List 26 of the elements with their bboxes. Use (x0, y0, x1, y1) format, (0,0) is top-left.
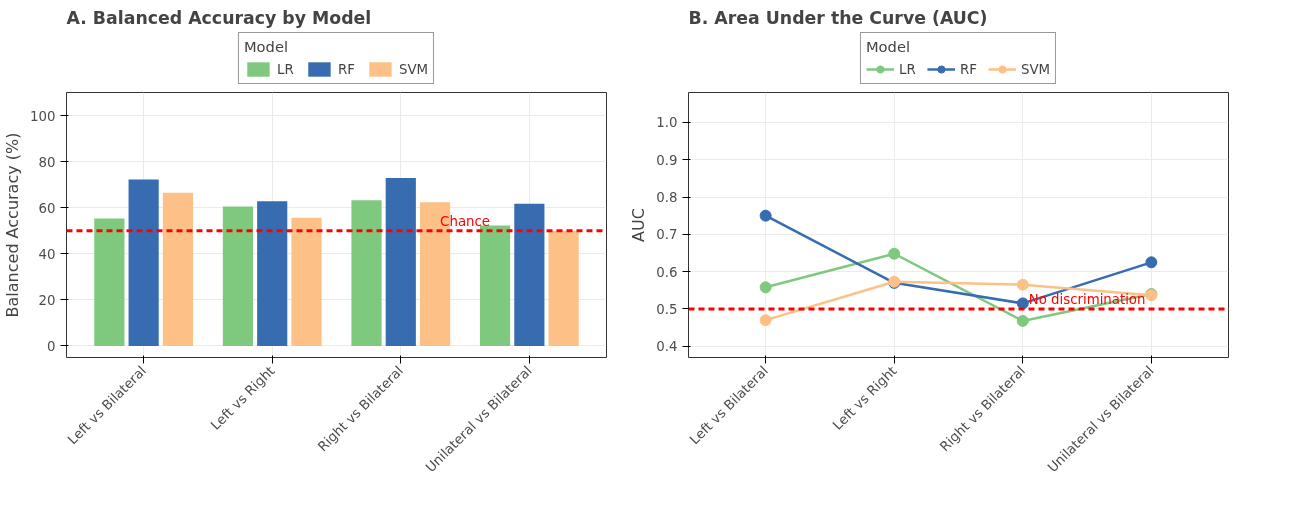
y-tick-label: 0.9 (656, 152, 678, 168)
y-tick-label: 0.6 (656, 264, 678, 280)
legend-title: Model (865, 38, 911, 55)
y-tick-label: 80 (38, 154, 56, 170)
y-axis-title: Balanced Accuracy (%) (3, 132, 23, 318)
y-tick-label: 60 (38, 200, 56, 216)
y-tick-label: 100 (30, 108, 56, 124)
legend-title: Model (243, 38, 289, 55)
y-tick-label: 40 (38, 246, 56, 262)
ref-line-label: Chance (440, 213, 491, 229)
y-tick-label: 0.4 (656, 339, 678, 355)
legend-label: LR (276, 61, 295, 77)
y-tick-label: 0.8 (656, 190, 678, 206)
y-tick-label: 0.7 (656, 227, 678, 243)
legend-label: LR (898, 61, 917, 77)
legend-label: SVM (398, 61, 429, 77)
y-tick-label: 20 (38, 292, 56, 308)
y-axis-title: AUC (629, 208, 649, 242)
chart-title: A. Balanced Accuracy by Model (66, 7, 372, 28)
y-tick-label: 1.0 (656, 115, 678, 131)
chart-title: B. Area Under the Curve (AUC) (688, 7, 988, 28)
legend-label: RF (959, 61, 978, 77)
y-tick-label: 0.5 (656, 301, 678, 317)
y-tick-label: 0 (47, 338, 56, 354)
legend-label: RF (337, 61, 356, 77)
legend-label: SVM (1020, 61, 1051, 77)
